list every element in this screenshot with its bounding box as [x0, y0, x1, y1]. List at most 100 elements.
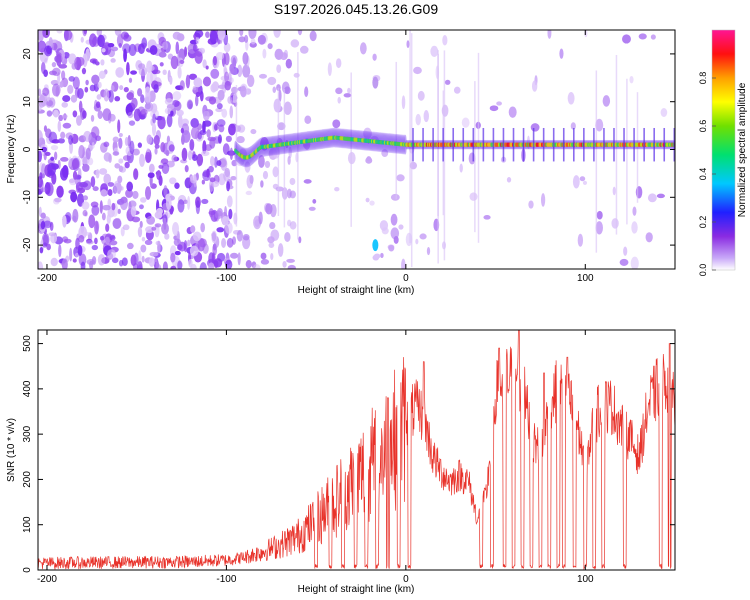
spectrogram-noise-blob: [194, 30, 204, 38]
spectrogram-noise-blob: [99, 235, 105, 241]
spectrogram-noise-blob: [191, 154, 198, 162]
carrier-spike: [422, 127, 424, 162]
y-tick-label: 10: [22, 96, 33, 108]
spectrogram-noise-blob: [214, 156, 218, 168]
spectrogram-noise-blob: [189, 245, 199, 257]
spectrogram-noise-blob: [158, 51, 167, 58]
spectrogram-noise-blob: [611, 218, 619, 229]
spectrogram-noise-blob: [58, 114, 64, 122]
spectrogram-noise-blob: [119, 85, 124, 91]
spectrogram-noise-blob: [284, 231, 291, 243]
spectrogram-noise-blob: [68, 156, 72, 168]
spectrogram-noise-blob: [240, 85, 247, 98]
spectrogram-noise-blob: [57, 138, 65, 144]
spectrogram-noise-blob: [179, 80, 185, 91]
spectrogram-noise-blob: [289, 190, 296, 199]
spectrogram-noise-blob: [61, 70, 66, 81]
spectrogram-noise-blob: [111, 46, 119, 52]
spectrogram-noise-blob: [170, 252, 176, 263]
spectrogram-noise-blob: [157, 116, 166, 130]
spectrogram-noise-blob: [195, 91, 201, 97]
spectrogram-noise-blob: [630, 256, 639, 269]
spectrogram-noise-blob: [221, 108, 228, 118]
spectrogram-noise-blob: [453, 86, 461, 94]
spectrogram-noise-blob: [156, 264, 162, 269]
spectrogram-noise-blob: [199, 262, 207, 269]
spectrogram-noise-blob: [48, 37, 53, 49]
spectrogram-noise-blob: [61, 258, 68, 269]
spectrogram-noise-blob: [208, 208, 214, 218]
spectrogram-noise-blob: [631, 221, 638, 234]
spectrogram-noise-blob: [281, 81, 290, 94]
spectrogram-noise-blob: [398, 224, 404, 230]
spectrogram-noise-blob: [40, 221, 46, 230]
figure-title: S197.2026.045.13.26.G09: [274, 1, 438, 17]
y-tick-label: 20: [22, 48, 33, 60]
spectrogram-noise-blob: [168, 144, 175, 152]
spectrogram-noise-blob: [80, 36, 84, 43]
spectrogram-noise-blob: [496, 101, 502, 106]
spectrogram-noise-blob: [159, 62, 164, 67]
spectrogram-noise-blob: [547, 30, 552, 39]
spectrogram-streak: [477, 52, 480, 243]
spectrogram-noise-blob: [260, 259, 270, 265]
spectrogram-noise-blob: [101, 48, 106, 53]
spectrogram-noise-blob: [103, 173, 112, 185]
spectrogram-streak: [595, 70, 598, 253]
spectrogram-noise-blob: [51, 83, 61, 97]
spectrogram-noise-blob: [236, 157, 245, 167]
spectrogram-noise-blob: [131, 97, 138, 109]
spectrogram-noise-blob: [138, 250, 142, 262]
spectrogram-noise-blob: [169, 177, 177, 185]
spectrogram-noise-blob: [577, 233, 584, 247]
spectrogram-noise-blob: [48, 232, 57, 237]
spectrogram-noise-blob: [132, 148, 140, 156]
spectrogram-noise-blob: [99, 168, 108, 175]
spectrogram-noise-blob: [100, 189, 108, 197]
spectrogram-noise-blob: [71, 215, 77, 222]
spectrogram-noise-blob: [154, 223, 162, 228]
spectrogram-noise-blob: [122, 224, 130, 231]
spectrogram-noise-blob: [202, 76, 212, 87]
carrier-spike: [663, 127, 666, 162]
colorbar-tick-label: 0.2: [698, 216, 708, 229]
spectrogram-noise-blob: [595, 118, 604, 132]
spectrogram-noise-blob: [170, 55, 179, 70]
spectrogram-noise-blob: [230, 252, 239, 259]
spectrogram-noise-blob: [172, 222, 180, 236]
spectrogram-noise-blob: [88, 33, 97, 48]
spectrogram-noise-blob: [237, 252, 241, 266]
spectrogram-noise-blob: [258, 155, 265, 168]
spectrogram-noise-blob: [180, 134, 185, 145]
spectrogram-noise-blob: [133, 108, 142, 122]
spectrogram-noise-blob: [158, 175, 163, 187]
spectrogram-noise-blob: [70, 94, 78, 103]
spectrogram-noise-blob: [273, 98, 281, 113]
spectrogram-noise-blob: [54, 151, 58, 161]
spectrogram-noise-blob: [293, 72, 300, 78]
spectrogram-streak: [395, 61, 398, 200]
spectrogram-noise-blob: [91, 76, 97, 83]
spectrogram-noise-blob: [72, 158, 79, 170]
spectrogram-noise-blob: [132, 263, 139, 269]
spectrogram-noise-blob: [176, 109, 184, 117]
spectrogram-noise-blob: [237, 64, 243, 78]
spectrogram-noise-blob: [204, 144, 212, 151]
spectrogram-noise-blob: [173, 238, 182, 247]
spectrogram-noise-blob: [61, 101, 69, 108]
spectrogram-noise-blob: [38, 129, 43, 144]
y-tick-label: 0: [22, 567, 33, 573]
spectrogram-noise-blob: [53, 109, 59, 118]
y-tick-label: 200: [22, 471, 33, 488]
spectrogram-noise-blob: [415, 113, 421, 126]
spectrogram-noise-blob: [126, 92, 134, 101]
spectrogram-noise-blob: [196, 153, 204, 166]
spectrogram-noise-blob: [459, 163, 463, 173]
colorbar-gradient: [712, 30, 735, 270]
spectrogram-noise-blob: [419, 233, 427, 240]
spectrogram-noise-blob: [272, 166, 279, 178]
spectrogram-noise-blob: [242, 64, 251, 78]
spectrogram-noise-blob: [75, 237, 80, 250]
spectrogram-noise-blob: [137, 43, 145, 55]
spectrogram-noise-blob: [165, 149, 170, 157]
